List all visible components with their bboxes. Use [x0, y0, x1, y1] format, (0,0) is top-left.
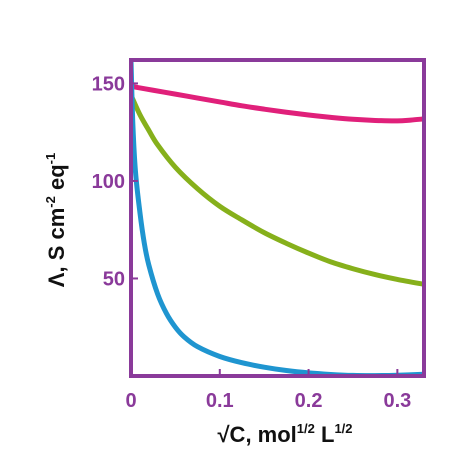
- x-axis-title: √C, mol1/2 L1/2: [217, 421, 352, 447]
- x-tick-label: 0.3: [383, 390, 411, 412]
- y-tick-label: 100: [92, 171, 125, 193]
- y-tick-label: 150: [92, 73, 125, 95]
- series-line-2: [131, 92, 424, 287]
- y-axis-title-part: -1: [43, 153, 58, 165]
- y-tick-label: 50: [103, 268, 125, 290]
- series-layer: [131, 60, 424, 376]
- x-tick-label: 0.2: [295, 390, 323, 412]
- plot-frame: [129, 58, 426, 378]
- y-axis-title-part: eq: [44, 164, 69, 196]
- x-tick-label: 0: [125, 390, 136, 412]
- x-tick-label: 0.1: [206, 390, 234, 412]
- y-axis-title-part: -2: [43, 196, 58, 208]
- x-axis-title-part: 1/2: [297, 421, 315, 436]
- x-axis-title-part: L: [315, 422, 335, 447]
- x-axis-ticks: 0 0.1 0.2 0.3: [125, 369, 411, 412]
- y-axis-ticks: 50 100 150: [92, 73, 138, 290]
- series-line-3: [131, 60, 424, 376]
- x-axis-title-part: 1/2: [334, 421, 352, 436]
- y-axis-title: Λ, S cm-2 eq-1: [43, 153, 69, 287]
- y-axis-title-part: Λ, S cm: [44, 208, 69, 287]
- series-line-1: [131, 83, 424, 124]
- x-axis-title-part: √C, mol: [217, 422, 296, 447]
